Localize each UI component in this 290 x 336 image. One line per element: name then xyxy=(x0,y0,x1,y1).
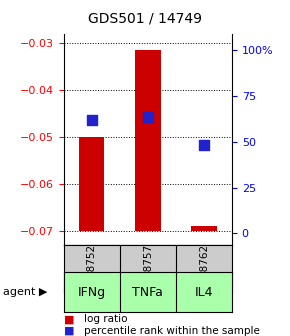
Text: TNFa: TNFa xyxy=(133,286,163,299)
Text: agent ▶: agent ▶ xyxy=(3,287,47,297)
Point xyxy=(146,114,150,120)
Text: ■: ■ xyxy=(64,314,74,324)
Text: IL4: IL4 xyxy=(195,286,213,299)
Point xyxy=(90,117,94,122)
Text: ■: ■ xyxy=(64,326,74,336)
Text: GSM8762: GSM8762 xyxy=(199,244,209,294)
Text: GDS501 / 14749: GDS501 / 14749 xyxy=(88,12,202,26)
Text: GSM8757: GSM8757 xyxy=(143,244,153,294)
Bar xyxy=(79,137,104,231)
Text: log ratio: log ratio xyxy=(84,314,128,324)
Text: percentile rank within the sample: percentile rank within the sample xyxy=(84,326,260,336)
Point xyxy=(202,143,206,148)
Bar xyxy=(191,226,217,231)
Text: IFNg: IFNg xyxy=(78,286,106,299)
Bar xyxy=(135,50,161,231)
Text: GSM8752: GSM8752 xyxy=(87,244,97,294)
